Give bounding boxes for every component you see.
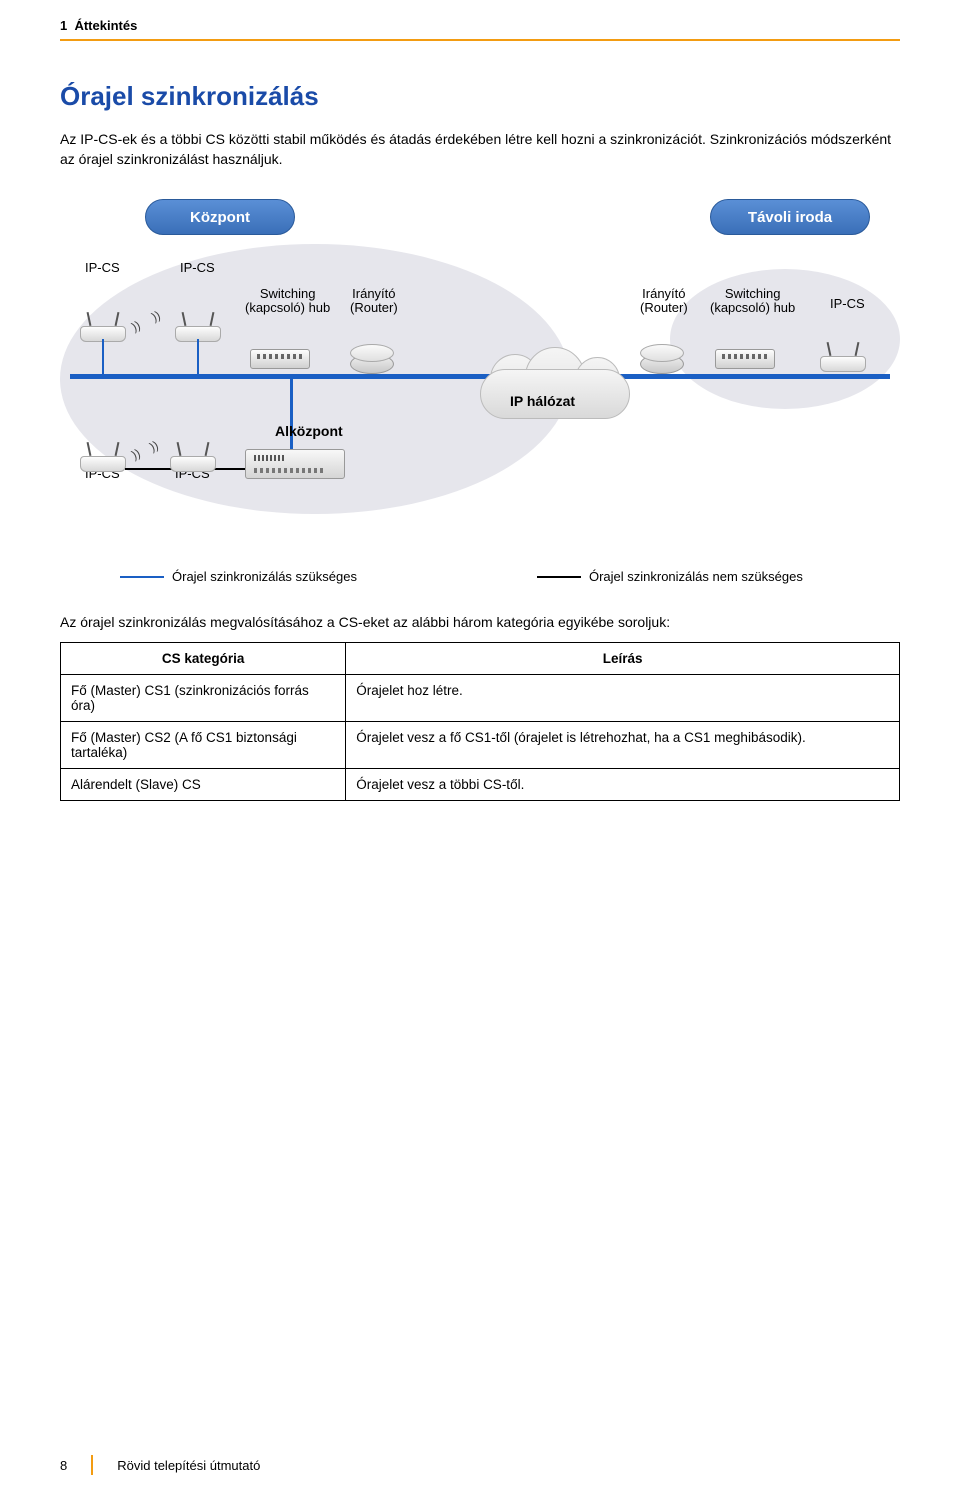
server-icon <box>245 449 345 479</box>
footer-divider <box>91 1455 93 1475</box>
subcenter-label: Alközpont <box>275 424 343 439</box>
table-header-row: CS kategória Leírás <box>61 643 900 675</box>
ap-icon <box>175 314 221 342</box>
ap-icon <box>80 314 126 342</box>
cloud-label: IP hálózat <box>510 394 575 409</box>
ap-icon <box>820 344 866 372</box>
page-footer: 8 Rövid telepítési útmutató <box>60 1455 260 1475</box>
table-row: Alárendelt (Slave) CS Órajelet vesz a tö… <box>61 769 900 801</box>
legend-not-required: Órajel szinkronizálás nem szükséges <box>537 569 803 584</box>
page-number: 8 <box>60 1458 67 1473</box>
table-intro: Az órajel szinkronizálás megvalósításáho… <box>60 614 900 630</box>
switch-icon <box>715 349 775 369</box>
col-description: Leírás <box>346 643 900 675</box>
diagram-legend: Órajel szinkronizálás szükséges Órajel s… <box>120 569 900 584</box>
pill-hq: Központ <box>145 199 295 235</box>
table-row: Fő (Master) CS2 (A fő CS1 biztonsági tar… <box>61 722 900 769</box>
page-title: Órajel szinkronizálás <box>60 81 900 112</box>
ap-icon <box>80 444 126 472</box>
chapter-number: 1 <box>60 18 67 33</box>
cloud-icon <box>480 349 630 429</box>
ipcs-label-remote: IP-CS <box>830 297 865 311</box>
ipcs-label-1: IP-CS <box>85 261 120 275</box>
chapter-title: Áttekintés <box>74 18 137 33</box>
router-icon <box>640 344 684 374</box>
router-icon <box>350 344 394 374</box>
ap-icon <box>170 444 216 472</box>
switch-icon <box>250 349 310 369</box>
black-line-sample <box>537 576 581 578</box>
doc-title: Rövid telepítési útmutató <box>117 1458 260 1473</box>
pill-remote: Távoli iroda <box>710 199 870 235</box>
cs-category-table: CS kategória Leírás Fő (Master) CS1 (szi… <box>60 642 900 801</box>
chapter-header: 1 Áttekintés <box>60 18 900 41</box>
blue-line-sample <box>120 576 164 578</box>
table-row: Fő (Master) CS1 (szinkronizációs forrás … <box>61 675 900 722</box>
network-diagram: Központ Távoli iroda IP hálózat IP-CS IP… <box>60 199 900 559</box>
col-category: CS kategória <box>61 643 346 675</box>
intro-paragraph: Az IP-CS-ek és a többi CS közötti stabil… <box>60 130 900 169</box>
legend-required: Órajel szinkronizálás szükséges <box>120 569 357 584</box>
ipcs-label-2: IP-CS <box>180 261 215 275</box>
